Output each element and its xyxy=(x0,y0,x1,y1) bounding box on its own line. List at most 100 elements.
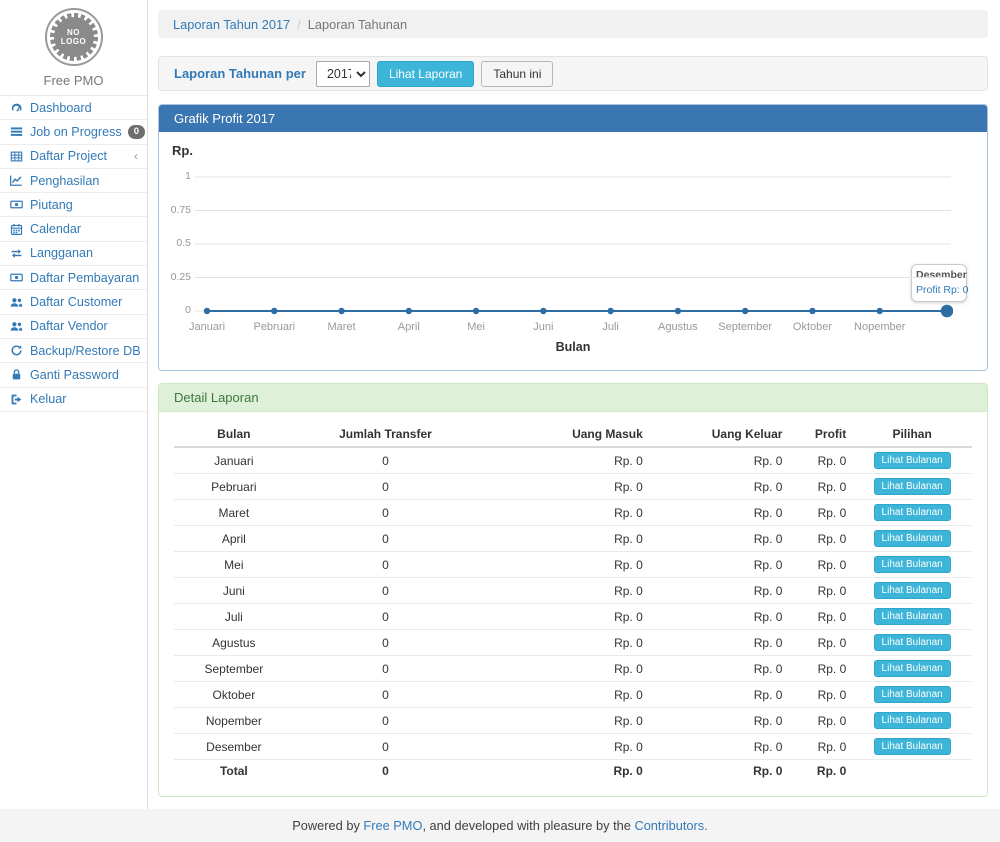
cell-profit: Rp. 0 xyxy=(788,473,853,500)
view-monthly-button[interactable]: Lihat Bulanan xyxy=(873,686,951,703)
data-point[interactable] xyxy=(540,307,547,315)
cell-uang-keluar: Rp. 0 xyxy=(648,551,789,578)
cell-profit: Rp. 0 xyxy=(788,499,853,526)
total-profit: Rp. 0 xyxy=(816,764,847,778)
app-layout: NO LOGO Free PMO Dashboard Job on Progres… xyxy=(0,0,1000,809)
cell-uang-keluar: Rp. 0 xyxy=(648,655,789,682)
sidebar-item-label: Daftar Customer xyxy=(30,295,123,310)
cell-jumlah-transfer: 0 xyxy=(293,733,478,760)
refresh-icon xyxy=(9,344,24,357)
view-report-button[interactable]: Lihat Laporan xyxy=(376,60,475,87)
footer-link-contributors[interactable]: Contributors. xyxy=(634,818,708,833)
view-monthly-button[interactable]: Lihat Bulanan xyxy=(873,712,951,729)
data-point[interactable] xyxy=(338,307,345,315)
sidebar-item-daftar-vendor[interactable]: Daftar Vendor xyxy=(0,315,147,339)
cell-bulan: Mei xyxy=(174,551,294,578)
data-point[interactable] xyxy=(405,307,413,315)
sidebar-item-daftar-project[interactable]: Daftar Project ‹ xyxy=(0,145,147,169)
main-content: Laporan Tahun 2017 / Laporan Tahunan Lap… xyxy=(148,0,1000,809)
data-point[interactable] xyxy=(271,307,278,315)
sidebar-item-daftar-pembayaran[interactable]: Daftar Pembayaran xyxy=(0,266,147,291)
breadcrumb-current: Laporan Tahunan xyxy=(307,16,408,32)
sidebar-item-penghasilan[interactable]: Penghasilan xyxy=(0,169,147,194)
detail-panel-title: Detail Laporan xyxy=(159,384,987,412)
logo-line2: LOGO xyxy=(60,37,87,46)
view-monthly-button[interactable]: Lihat Bulanan xyxy=(873,530,951,547)
sidebar-item-piutang[interactable]: Piutang xyxy=(0,193,147,218)
table-row: Desember 0 Rp. 0 Rp. 0 Rp. 0 Lihat Bulanan xyxy=(174,733,972,760)
cell-jumlah-transfer: 0 xyxy=(293,525,478,552)
sidebar-item-ganti-password[interactable]: Ganti Password xyxy=(0,363,147,388)
cell-bulan: Nopember xyxy=(174,707,294,734)
table-row: Agustus 0 Rp. 0 Rp. 0 Rp. 0 Lihat Bulanan xyxy=(174,629,972,656)
sidebar-item-label: Daftar Pembayaran xyxy=(30,270,140,285)
view-monthly-button[interactable]: Lihat Bulanan xyxy=(873,634,951,651)
cell-bulan: Juli xyxy=(174,603,294,630)
x-category-label: Oktober xyxy=(792,321,833,333)
table-body: Januari 0 Rp. 0 Rp. 0 Rp. 0 Lihat Bulanan Pebr… xyxy=(174,447,972,782)
cell-uang-keluar: Rp. 0 xyxy=(648,603,789,630)
total-pilihan-empty xyxy=(852,760,972,783)
view-monthly-button[interactable]: Lihat Bulanan xyxy=(873,660,951,677)
users-icon xyxy=(9,296,24,309)
brand-block: NO LOGO Free PMO xyxy=(0,0,147,95)
sidebar-item-backup-restore-db[interactable]: Backup/Restore DB xyxy=(0,339,147,364)
data-point[interactable] xyxy=(472,307,480,315)
column-header-profit: Profit xyxy=(788,422,853,448)
sidebar-item-calendar[interactable]: Calendar xyxy=(0,217,147,242)
year-select[interactable]: 2017 xyxy=(315,60,370,87)
report-table: Bulan Jumlah Transfer Uang Masuk Uang Kelua… xyxy=(174,422,972,782)
view-monthly-button[interactable]: Lihat Bulanan xyxy=(873,608,951,625)
cell-bulan: Agustus xyxy=(174,629,294,656)
x-category-label: April xyxy=(397,321,420,333)
cell-pilihan: Lihat Bulanan xyxy=(852,629,972,656)
cell-bulan: Oktober xyxy=(174,681,294,708)
view-monthly-button[interactable]: Lihat Bulanan xyxy=(873,738,951,755)
footer-link-free-pmo[interactable]: Free PMO xyxy=(363,818,423,833)
view-monthly-button[interactable]: Lihat Bulanan xyxy=(873,478,951,495)
sidebar-item-label: Langganan xyxy=(30,246,94,261)
data-point[interactable] xyxy=(674,307,682,315)
sidebar-item-job-on-progress[interactable]: Job on Progress 0 xyxy=(0,120,147,145)
table-row: Nopember 0 Rp. 0 Rp. 0 Rp. 0 Lihat Bulanan xyxy=(174,707,972,734)
footer-middle: , and developed with pleasure by the xyxy=(422,818,635,833)
sidebar-item-label: Calendar xyxy=(30,222,82,237)
cell-pilihan: Lihat Bulanan xyxy=(852,551,972,578)
cell-profit: Rp. 0 xyxy=(788,577,853,604)
cell-uang-masuk: Rp. 0 xyxy=(477,551,649,578)
cell-profit: Rp. 0 xyxy=(788,733,853,760)
x-category-label: Nopember xyxy=(854,321,906,333)
view-monthly-button[interactable]: Lihat Bulanan xyxy=(873,504,951,521)
cell-uang-keluar: Rp. 0 xyxy=(648,473,789,500)
users-icon xyxy=(9,320,24,333)
report-toolbar: Laporan Tahunan per 2017 Lihat Laporan T… xyxy=(158,56,988,91)
data-point-highlighted[interactable] xyxy=(940,304,953,318)
sidebar-item-keluar[interactable]: Keluar xyxy=(0,388,147,412)
breadcrumb: Laporan Tahun 2017 / Laporan Tahunan xyxy=(158,10,988,38)
sidebar: NO LOGO Free PMO Dashboard Job on Progres… xyxy=(0,0,148,809)
data-point[interactable] xyxy=(203,307,211,315)
table-icon xyxy=(9,150,24,163)
view-monthly-button[interactable]: Lihat Bulanan xyxy=(873,452,951,469)
sidebar-item-daftar-customer[interactable]: Daftar Customer xyxy=(0,290,147,315)
y-tick-label: 0 xyxy=(185,304,191,316)
this-year-button[interactable]: Tahun ini xyxy=(481,60,554,87)
view-monthly-button[interactable]: Lihat Bulanan xyxy=(873,582,951,599)
detail-panel-body: Bulan Jumlah Transfer Uang Masuk Uang Kelua… xyxy=(159,412,987,796)
y-tick-label: 0.25 xyxy=(170,270,191,283)
data-point[interactable] xyxy=(607,307,614,315)
data-point[interactable] xyxy=(741,307,749,315)
breadcrumb-link-laporan-tahun[interactable]: Laporan Tahun 2017 xyxy=(173,16,291,32)
view-monthly-button[interactable]: Lihat Bulanan xyxy=(873,556,951,573)
table-row: Oktober 0 Rp. 0 Rp. 0 Rp. 0 Lihat Bulanan xyxy=(174,681,972,708)
sidebar-item-dashboard[interactable]: Dashboard xyxy=(0,96,147,121)
data-point[interactable] xyxy=(876,307,883,315)
cell-bulan: April xyxy=(174,525,294,552)
sidebar-item-label: Piutang xyxy=(30,197,73,212)
y-tick-label: 0.75 xyxy=(170,203,191,216)
cell-bulan: Maret xyxy=(174,499,294,526)
data-point[interactable] xyxy=(809,307,816,315)
cell-pilihan: Lihat Bulanan xyxy=(852,499,972,526)
retweet-icon xyxy=(9,247,24,260)
sidebar-item-langganan[interactable]: Langganan xyxy=(0,242,147,267)
